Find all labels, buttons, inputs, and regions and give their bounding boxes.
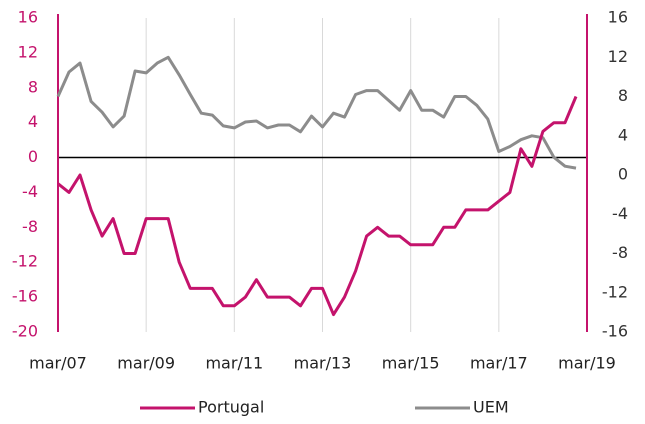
series-line — [56, 55, 577, 170]
x-tick-label: mar/11 — [205, 354, 263, 373]
y-tick-label: -12 — [12, 252, 38, 271]
y2-tick-label: 4 — [618, 125, 628, 144]
y-tick-label: 16 — [18, 8, 38, 27]
y-tick-label: -20 — [12, 322, 38, 341]
y-tick-label: -16 — [12, 287, 38, 306]
y2-tick-label: 8 — [618, 86, 628, 105]
x-tick-label: mar/19 — [558, 354, 616, 373]
y2-tick-label: -4 — [612, 204, 628, 223]
x-tick-label: mar/13 — [294, 354, 352, 373]
x-tick-label: mar/09 — [117, 354, 175, 373]
y-tick-label: -8 — [22, 217, 38, 236]
y-tick-label: 4 — [28, 112, 38, 131]
x-tick-label: mar/17 — [470, 354, 528, 373]
x-tick-label: mar/15 — [382, 354, 440, 373]
legend-label: Portugal — [198, 398, 264, 417]
y2-tick-label: 12 — [608, 47, 628, 66]
legend-label: UEM — [473, 398, 509, 417]
y2-tick-label: -8 — [612, 243, 628, 262]
y2-tick-label: 16 — [608, 8, 628, 27]
y-tick-label: 0 — [28, 147, 38, 166]
y2-tick-label: -16 — [602, 322, 628, 341]
x-tick-label: mar/07 — [29, 354, 87, 373]
y-tick-label: -4 — [22, 182, 38, 201]
series-line — [57, 95, 578, 317]
y-tick-label: 8 — [28, 77, 38, 96]
y2-tick-label: -12 — [602, 282, 628, 301]
y2-tick-label: 0 — [618, 165, 628, 184]
y-tick-label: 12 — [18, 42, 38, 61]
